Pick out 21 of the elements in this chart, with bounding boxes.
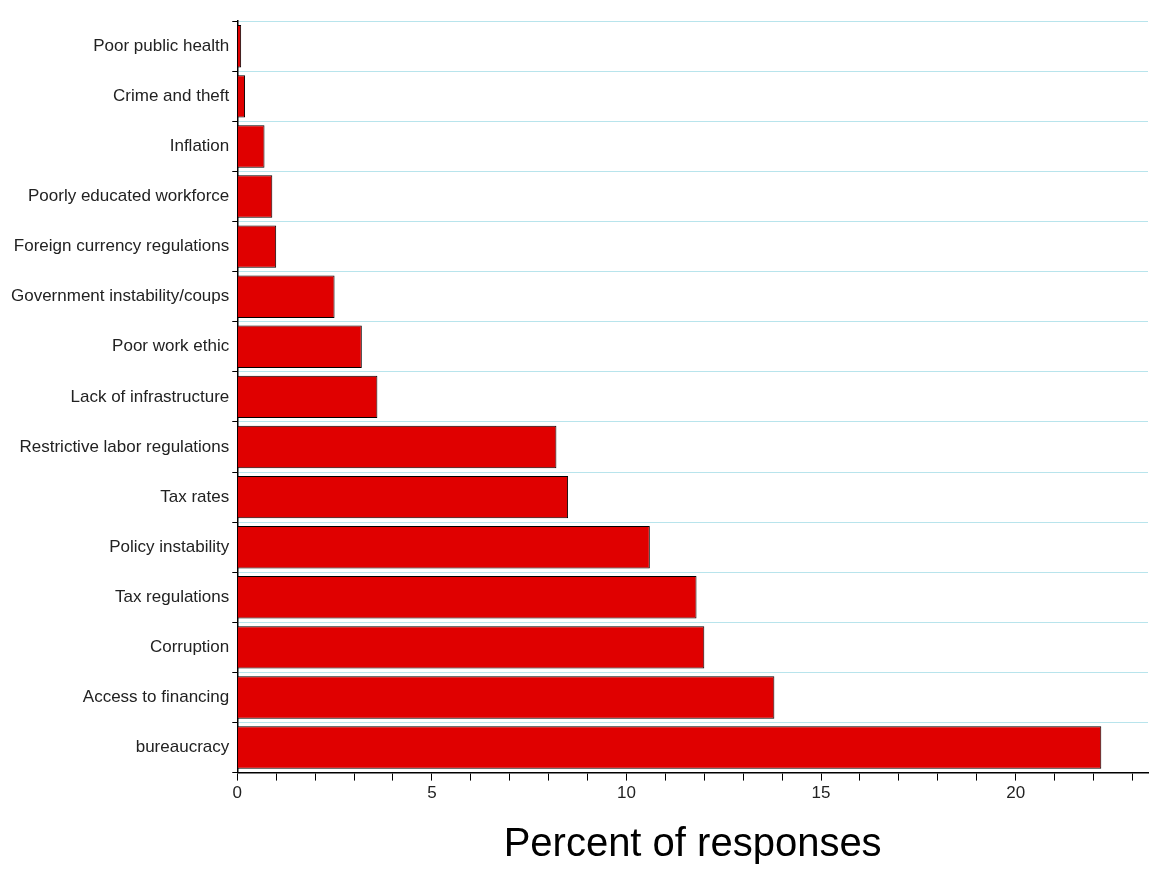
x-tick-label: 5 — [427, 783, 437, 803]
y-tick-label: Crime and theft — [113, 86, 230, 106]
y-tick-label: bureaucracy — [135, 737, 230, 757]
y-tick-label: Inflation — [169, 136, 230, 156]
y-tick-label: Access to financing — [82, 687, 230, 707]
y-tick-label: Policy instability — [109, 536, 230, 556]
x-tick-label: 0 — [232, 783, 242, 803]
x-tick-label: 15 — [811, 783, 831, 803]
x-axis-title: Percent of responses — [503, 820, 882, 865]
y-tick-label: Corruption — [149, 637, 230, 657]
x-tick-label: 20 — [1006, 783, 1026, 803]
x-tick-label: 10 — [617, 783, 636, 803]
y-tick-label: Poor public health — [93, 35, 230, 55]
y-tick-label: Poor work ethic — [112, 336, 230, 356]
y-tick-label: Tax regulations — [114, 586, 230, 606]
y-tick-label: Government instability/coups — [10, 286, 230, 306]
y-tick-label: Tax rates — [160, 486, 230, 506]
y-tick-label: Poorly educated workforce — [27, 186, 230, 206]
y-tick-label: Lack of infrastructure — [70, 386, 230, 406]
y-tick-label: Restrictive labor regulations — [19, 436, 230, 456]
y-tick-label: Foreign currency regulations — [13, 236, 230, 256]
